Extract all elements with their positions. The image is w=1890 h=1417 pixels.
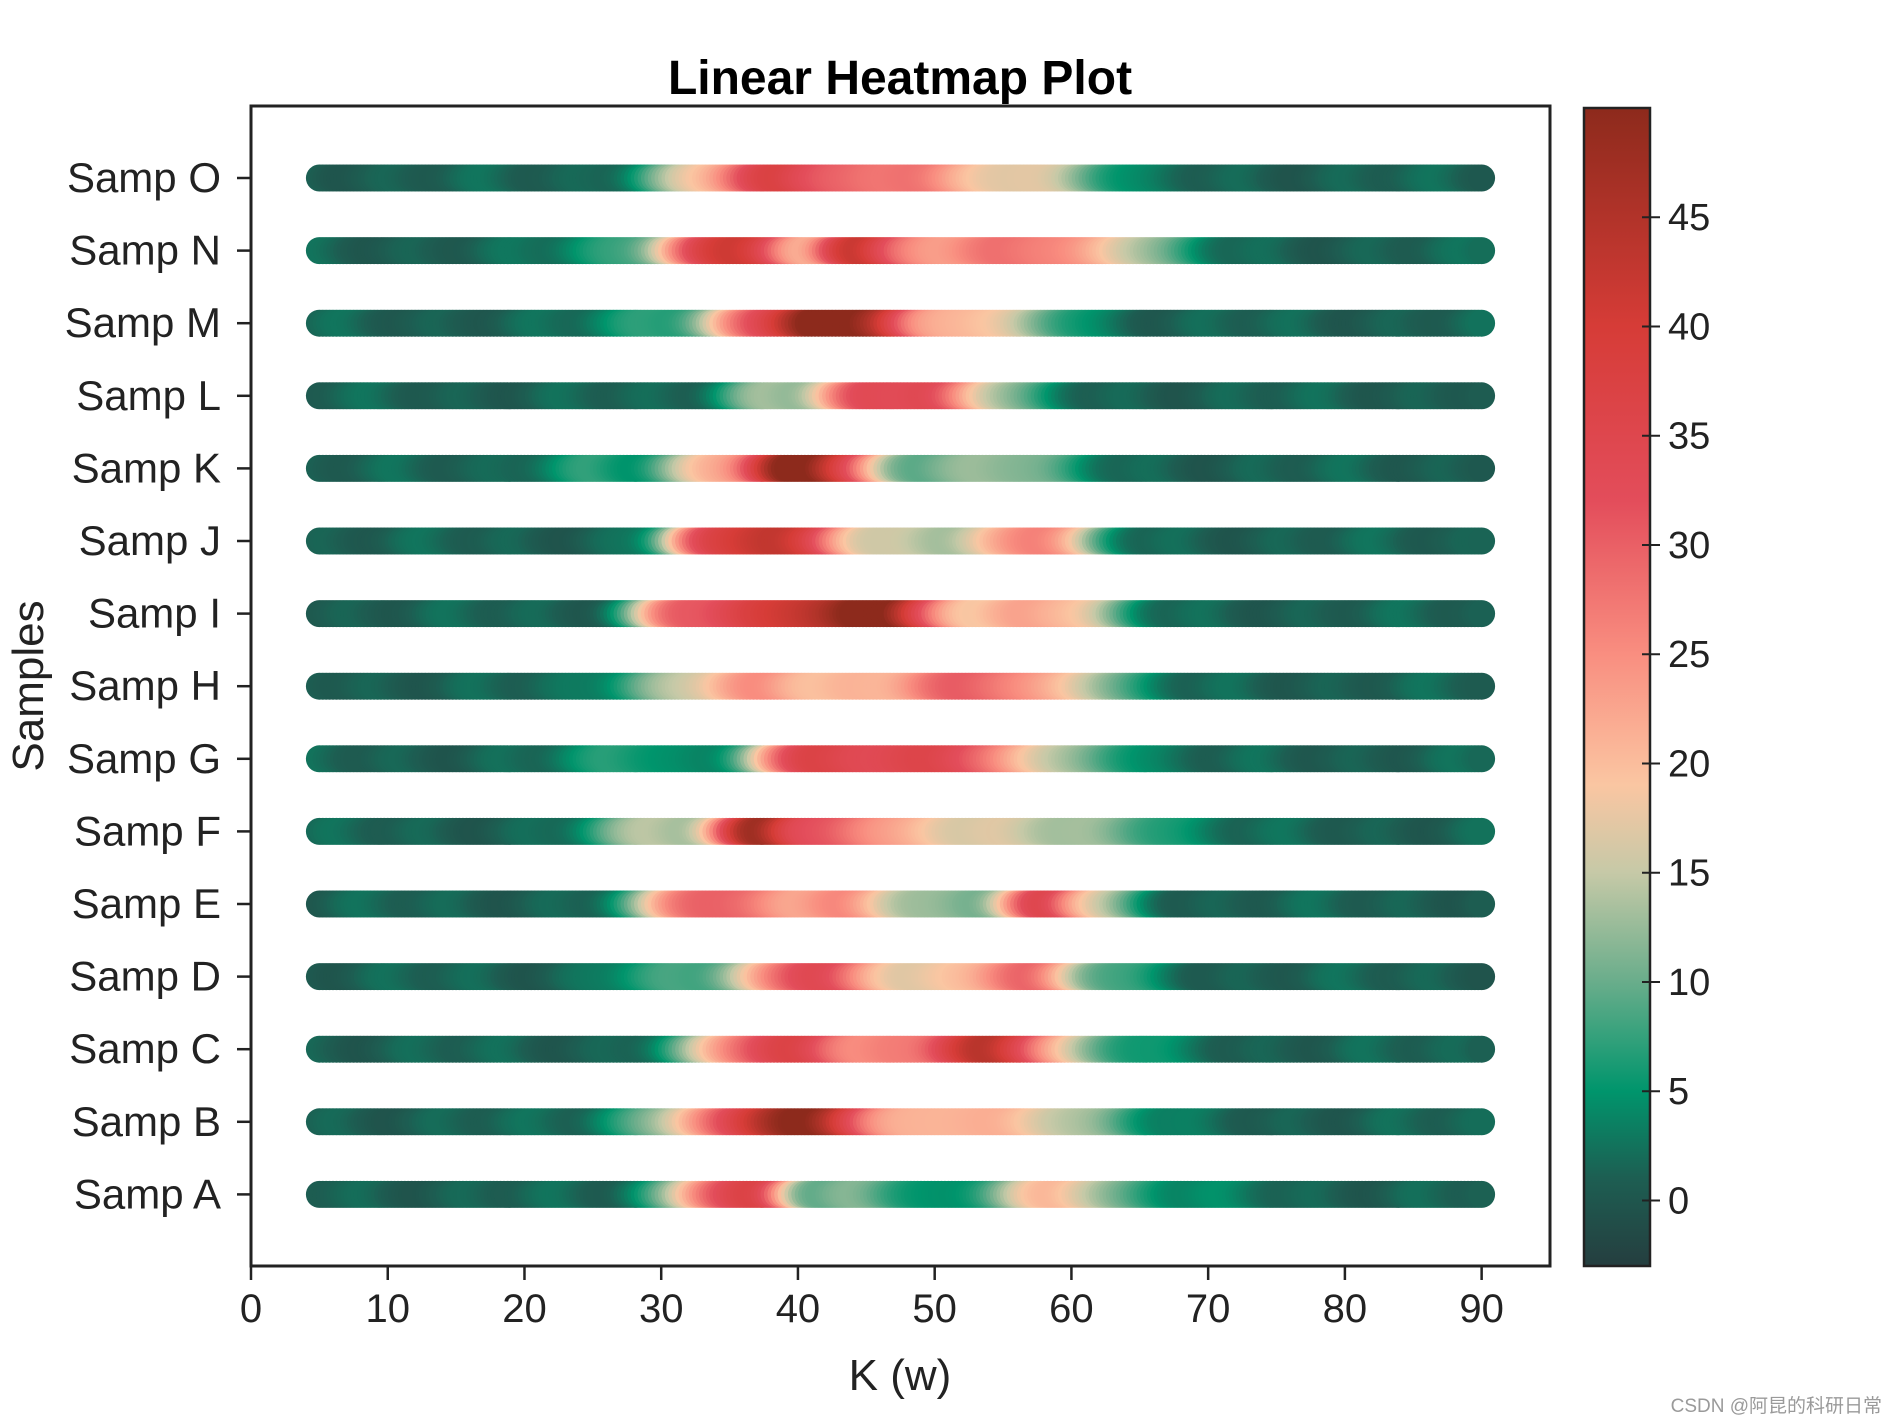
heat-point bbox=[1468, 1035, 1496, 1063]
sample-strip bbox=[305, 745, 1496, 773]
heat-point bbox=[1468, 963, 1496, 991]
heat-point bbox=[1468, 1108, 1496, 1136]
heat-point bbox=[1468, 382, 1496, 410]
sample-strip bbox=[305, 963, 1496, 991]
sample-strip bbox=[305, 237, 1496, 265]
heat-point bbox=[1468, 1180, 1496, 1208]
sample-strip bbox=[305, 164, 1496, 192]
heat-point bbox=[1468, 237, 1496, 265]
sample-strip bbox=[305, 1180, 1496, 1208]
heat-point bbox=[1468, 600, 1496, 628]
heat-point bbox=[1468, 454, 1496, 482]
heat-point bbox=[1468, 527, 1496, 555]
sample-strip bbox=[305, 1108, 1496, 1136]
sample-strip bbox=[305, 1035, 1496, 1063]
heat-point bbox=[1468, 672, 1496, 700]
sample-strip bbox=[305, 454, 1496, 482]
sample-strip bbox=[305, 600, 1496, 628]
heat-point bbox=[1468, 890, 1496, 918]
sample-strip bbox=[305, 527, 1496, 555]
sample-strip bbox=[305, 309, 1496, 337]
sample-strip bbox=[305, 672, 1496, 700]
heat-point bbox=[1468, 817, 1496, 845]
chart-title: Linear Heatmap Plot bbox=[668, 52, 1132, 105]
heat-point bbox=[1468, 745, 1496, 773]
heat-point bbox=[1468, 309, 1496, 337]
heatmap-strips bbox=[305, 164, 1496, 1208]
sample-strip bbox=[305, 382, 1496, 410]
sample-strip bbox=[305, 890, 1496, 918]
sample-strip bbox=[305, 817, 1496, 845]
